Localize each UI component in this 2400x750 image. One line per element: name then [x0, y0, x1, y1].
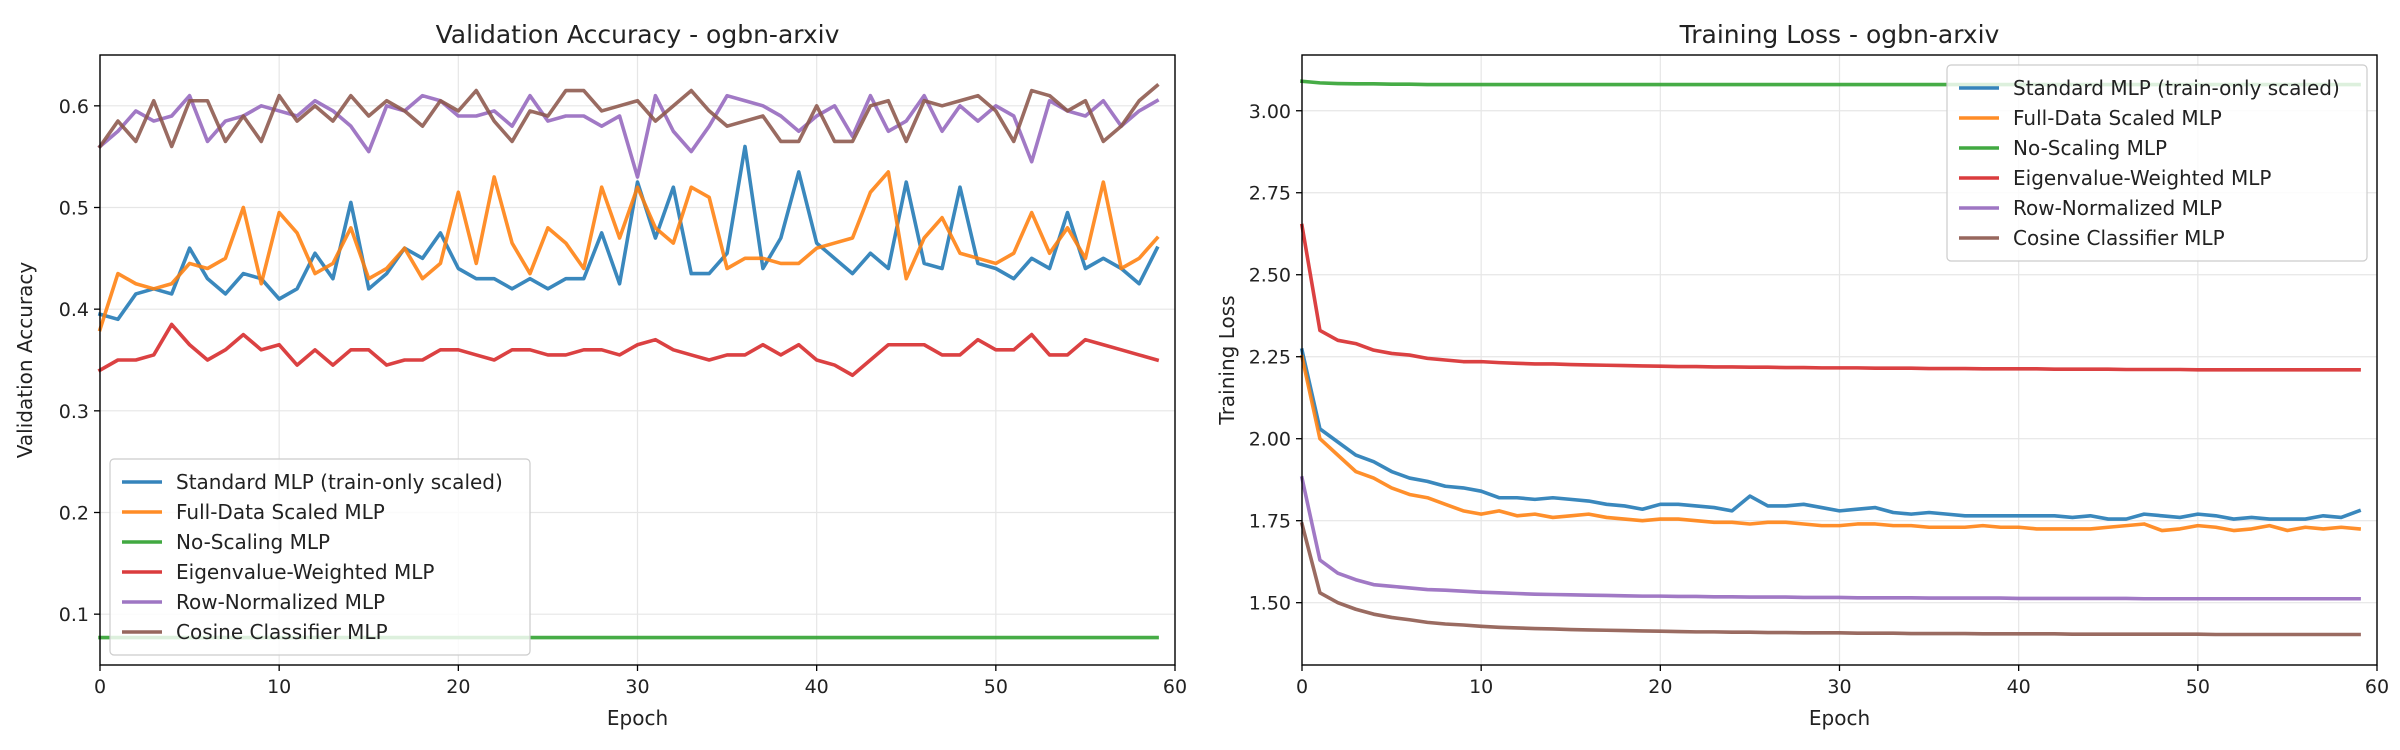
legend-label: Row-Normalized MLP	[2013, 196, 2222, 220]
training-loss-chart: 0 10 20 30 40 50 60 1.50 1.75 2.00 2.25 2.50 2.75 3.0…	[1215, 20, 2389, 730]
legend-label: Eigenvalue-Weighted MLP	[176, 560, 434, 584]
x-tick-label: 20	[1648, 676, 1672, 698]
validation-accuracy-chart: 0 10 20 30 40 50 60 0.1 0.2 0.3 0.4 0.5 0.6 Validatio…	[13, 20, 1187, 730]
x-axis-label: Epoch	[1809, 706, 1870, 730]
legend-entry: Standard MLP (train-only scaled)	[1959, 76, 2340, 100]
x-tick-label: 30	[625, 676, 649, 698]
series-line-full-data-scaled-mlp	[1299, 354, 2362, 533]
legend-entry: Cosine Classifier MLP	[1959, 226, 2225, 250]
y-tick-label: 3.00	[1249, 101, 1291, 123]
legend-entry: Row-Normalized MLP	[1959, 196, 2222, 220]
x-axis-label: Epoch	[607, 706, 668, 730]
y-tick-label: 2.75	[1249, 183, 1291, 205]
x-tick-label: 40	[805, 676, 829, 698]
x-tick-label: 0	[94, 676, 106, 698]
y-axis-label: Training Loss	[1215, 295, 1239, 425]
y-tick-label: 0.1	[59, 604, 89, 626]
series-line-full-data-scaled-mlp	[97, 170, 1160, 332]
legend-label: Full-Data Scaled MLP	[176, 500, 385, 524]
legend: Standard MLP (train-only scaled) Full-Dat…	[109, 458, 531, 656]
x-tick-label: 30	[1827, 676, 1851, 698]
y-tick-label: 0.2	[59, 503, 89, 525]
y-ticks: 0.1 0.2 0.3 0.4 0.5 0.6	[59, 96, 100, 626]
legend-label: No-Scaling MLP	[176, 530, 330, 554]
legend-entry: Full-Data Scaled MLP	[122, 500, 385, 524]
series-line-standard-mlp-train-only-scaled	[97, 144, 1160, 322]
legend-label: Standard MLP (train-only scaled)	[2013, 76, 2340, 100]
legend-box	[1946, 64, 2368, 262]
y-tick-label: 0.6	[59, 96, 89, 118]
x-ticks: 0 10 20 30 40 50 60	[94, 665, 1187, 698]
y-tick-label: 0.5	[59, 198, 89, 220]
legend-label: Standard MLP (train-only scaled)	[176, 470, 503, 494]
legend-label: Row-Normalized MLP	[176, 590, 385, 614]
x-ticks: 0 10 20 30 40 50 60	[1296, 665, 2389, 698]
chart-title: Validation Accuracy - ogbn-arxiv	[436, 20, 840, 49]
series-line-standard-mlp-train-only-scaled	[1299, 348, 2362, 521]
y-tick-label: 1.50	[1249, 593, 1291, 615]
chart-title: Training Loss - ogbn-arxiv	[1679, 20, 2000, 49]
legend-label: Cosine Classifier MLP	[176, 620, 388, 644]
legend-entry: Full-Data Scaled MLP	[1959, 106, 2222, 130]
y-tick-label: 2.25	[1249, 347, 1291, 369]
series-line-eigenvalue-weighted-mlp	[1299, 223, 2361, 372]
x-tick-label: 60	[1163, 676, 1187, 698]
legend: Standard MLP (train-only scaled) Full-Dat…	[1946, 64, 2368, 262]
legend-label: Cosine Classifier MLP	[2013, 226, 2225, 250]
y-tick-label: 2.50	[1249, 265, 1291, 287]
legend-entry: Eigenvalue-Weighted MLP	[1959, 166, 2271, 190]
y-tick-label: 2.00	[1249, 429, 1291, 451]
y-ticks: 1.50 1.75 2.00 2.25 2.50 2.75 3.00	[1249, 101, 1302, 615]
legend-entry: Cosine Classifier MLP	[122, 620, 388, 644]
x-tick-label: 20	[446, 676, 470, 698]
x-tick-label: 50	[2186, 676, 2210, 698]
x-tick-label: 50	[984, 676, 1008, 698]
legend-entry: Standard MLP (train-only scaled)	[122, 470, 503, 494]
legend-entry: Eigenvalue-Weighted MLP	[122, 560, 434, 584]
legend-entry: No-Scaling MLP	[122, 530, 330, 554]
series-line-cosine-classifier-mlp	[1299, 521, 2361, 637]
series-line-row-normalized-mlp	[97, 93, 1160, 179]
legend-entry: Row-Normalized MLP	[122, 590, 385, 614]
x-tick-label: 10	[267, 676, 291, 698]
y-axis-label: Validation Accuracy	[13, 262, 37, 459]
y-tick-label: 1.75	[1249, 511, 1291, 533]
legend-label: Full-Data Scaled MLP	[2013, 106, 2222, 130]
legend-label: Eigenvalue-Weighted MLP	[2013, 166, 2271, 190]
x-tick-label: 10	[1469, 676, 1493, 698]
y-tick-label: 0.3	[59, 401, 89, 423]
x-tick-label: 40	[2007, 676, 2031, 698]
x-tick-label: 0	[1296, 676, 1308, 698]
y-tick-label: 0.4	[59, 299, 89, 321]
x-tick-label: 60	[2365, 676, 2389, 698]
series-line-cosine-classifier-mlp	[97, 82, 1160, 150]
series-line-row-normalized-mlp	[1299, 475, 2361, 601]
series-line-eigenvalue-weighted-mlp	[97, 322, 1160, 378]
legend-entry: No-Scaling MLP	[1959, 136, 2167, 160]
legend-box	[109, 458, 531, 656]
legend-label: No-Scaling MLP	[2013, 136, 2167, 160]
